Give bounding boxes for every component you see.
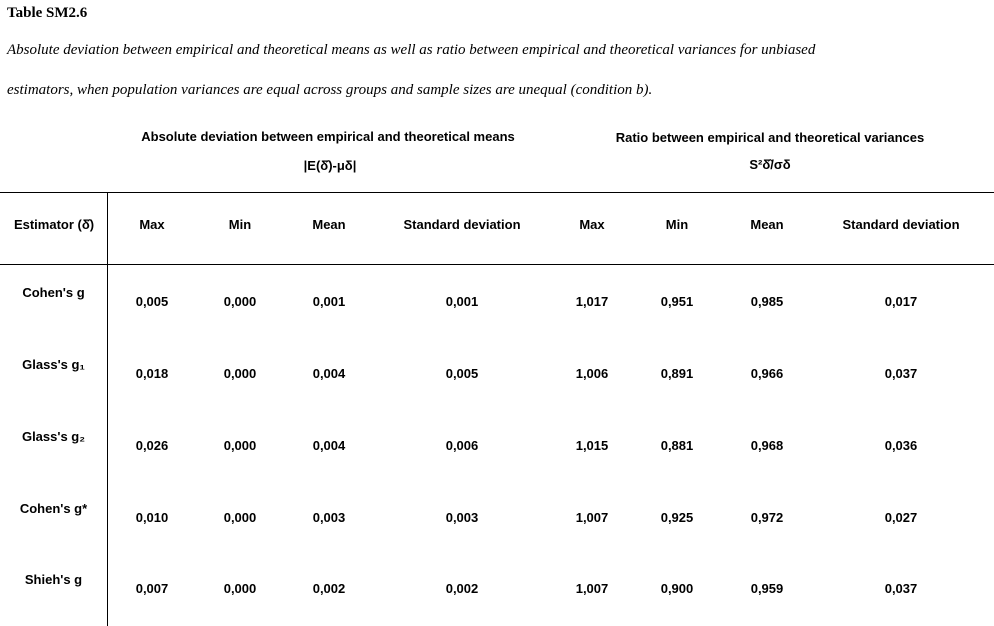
table-cell: 0,968	[750, 438, 784, 453]
table-cell: 0,026	[135, 438, 169, 453]
table-top-rule	[0, 192, 994, 193]
table-cell: 0,951	[660, 294, 694, 309]
estimator-label: Shieh's g	[24, 572, 83, 587]
table-cell: 0,002	[312, 581, 346, 596]
table-cell: 0,004	[312, 438, 346, 453]
group-header-means: Absolute deviation between empirical and…	[141, 129, 515, 144]
table-cell: 0,036	[884, 438, 918, 453]
table-cell: 0,001	[312, 294, 346, 309]
table-cell: 1,015	[575, 438, 609, 453]
table-cell: 0,037	[884, 581, 918, 596]
table-cell: 0,003	[312, 510, 346, 525]
table-cell: 0,000	[223, 581, 257, 596]
table-title: Table SM2.6	[7, 5, 88, 21]
table-cell: 0,000	[223, 366, 257, 381]
estimator-column-divider	[107, 192, 108, 626]
table-cell: 0,881	[660, 438, 694, 453]
table-cell: 1,007	[575, 510, 609, 525]
table-cell: 0,959	[750, 581, 784, 596]
table-cell: 0,027	[884, 510, 918, 525]
table-cell: 1,006	[575, 366, 609, 381]
table-cell: 0,000	[223, 438, 257, 453]
estimator-label: Cohen's g*	[19, 501, 88, 516]
table-cell: 0,007	[135, 581, 169, 596]
group-header-variances: Ratio between empirical and theoretical …	[615, 130, 925, 145]
column-header-0: Estimator (δ̂)	[13, 217, 95, 232]
table-cell: 1,007	[575, 581, 609, 596]
header-bottom-rule	[0, 264, 994, 265]
table-cell: 0,017	[884, 294, 918, 309]
column-header-7: Mean	[750, 217, 784, 232]
estimator-label: Glass's g₂	[21, 429, 86, 444]
table-cell: 0,006	[445, 438, 479, 453]
means-symbol: |E(δ̂)-μδ|	[303, 158, 357, 173]
table-cell: 0,891	[660, 366, 694, 381]
table-cell: 0,925	[660, 510, 694, 525]
table-cell: 0,000	[223, 294, 257, 309]
table-cell: 0,003	[445, 510, 479, 525]
column-header-4: Standard deviation	[403, 217, 521, 232]
table-cell: 0,972	[750, 510, 784, 525]
table-cell: 1,017	[575, 294, 609, 309]
table-cell: 0,002	[445, 581, 479, 596]
column-header-1: Max	[139, 217, 165, 232]
table-cell: 0,985	[750, 294, 784, 309]
column-header-2: Min	[228, 217, 252, 232]
table-cell: 0,005	[135, 294, 169, 309]
table-cell: 0,010	[135, 510, 169, 525]
table-cell: 0,018	[135, 366, 169, 381]
table-cell: 0,037	[884, 366, 918, 381]
table-cell: 0,966	[750, 366, 784, 381]
table-cell: 0,900	[660, 581, 694, 596]
table-caption-line-1: Absolute deviation between empirical and…	[7, 42, 816, 58]
table-cell: 0,000	[223, 510, 257, 525]
column-header-5: Max	[579, 217, 605, 232]
estimator-label: Glass's g₁	[22, 357, 85, 372]
variances-symbol: S²δ̂/σδ	[749, 157, 791, 172]
column-header-3: Mean	[312, 217, 346, 232]
column-header-6: Min	[665, 217, 689, 232]
table-cell: 0,001	[445, 294, 479, 309]
table-caption-line-2: estimators, when population variances ar…	[7, 82, 653, 98]
table-cell: 0,005	[445, 366, 479, 381]
table-cell: 0,004	[312, 366, 346, 381]
column-header-8: Standard deviation	[842, 217, 960, 232]
estimator-label: Cohen's g	[22, 285, 85, 300]
